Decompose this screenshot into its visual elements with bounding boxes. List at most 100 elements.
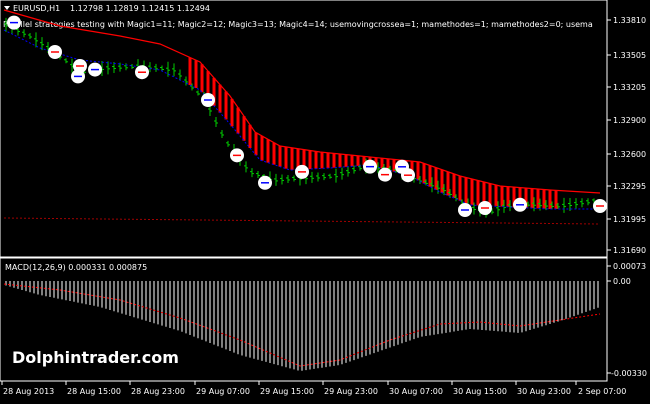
- ma-band-bar: [254, 132, 258, 156]
- price-label: 1.32295: [613, 182, 646, 191]
- ma-band-bar: [548, 190, 552, 209]
- time-axis: 28 Aug 2013 28 Aug 15:00 28 Aug 23:00 29…: [1, 381, 626, 396]
- ma-band-bar: [554, 190, 558, 209]
- macd-histogram: [5, 281, 599, 371]
- ma-band-bar: [428, 165, 432, 187]
- ma-band-bar: [200, 64, 204, 93]
- ma-band-bar: [206, 71, 210, 100]
- ma-fast-line: [3, 9, 601, 194]
- price-label: 1.33205: [613, 83, 646, 92]
- ma-band-bar: [326, 152, 330, 169]
- ma-band-bar: [500, 186, 504, 207]
- ma-band-bar: [284, 146, 288, 169]
- time-label: 28 Aug 2013: [3, 387, 54, 396]
- price-label: 1.32900: [613, 116, 646, 125]
- trade-markers: [7, 15, 607, 217]
- ma-band-bar: [512, 187, 516, 208]
- ma-band-bar: [392, 159, 396, 172]
- ma-band-bar: [362, 156, 366, 166]
- ma-band-bar: [344, 154, 348, 167]
- ma-band-bar: [452, 173, 456, 199]
- macd-label: MACD(12,26,9) 0.000331 0.000875: [5, 263, 147, 272]
- time-label: 28 Aug 15:00: [67, 387, 121, 396]
- macd-signal-path: [3, 283, 601, 367]
- time-label: 29 Aug 23:00: [324, 387, 378, 396]
- ma-slow-line: [3, 29, 600, 210]
- ma-band-bar: [380, 158, 384, 169]
- time-label: 30 Aug 07:00: [389, 387, 443, 396]
- ma-band-bar: [434, 167, 438, 190]
- ma-band-bar: [302, 149, 306, 170]
- ma-long-line: [3, 217, 601, 225]
- price-label: 1.32600: [613, 150, 646, 159]
- ma-band-bar: [314, 151, 318, 169]
- ma-band-bar: [476, 180, 480, 206]
- ma-band-bar: [494, 185, 498, 207]
- price-label: 1.33810: [613, 16, 646, 25]
- time-label: 29 Aug 15:00: [260, 387, 314, 396]
- ma-band-bar: [524, 188, 528, 208]
- ma-band-bar: [350, 155, 354, 167]
- ma-band-bar: [218, 84, 222, 113]
- time-label: 29 Aug 07:00: [196, 387, 250, 396]
- ma-band-bar: [194, 60, 198, 88]
- ma-band-bar: [278, 146, 282, 167]
- ma-band-bar: [506, 186, 510, 207]
- watermark-logo: Dolphintrader.com: [12, 348, 179, 367]
- ohlc-values: 1.12798 1.12819 1.12415 1.12494: [70, 4, 210, 13]
- ma-band-bar: [338, 154, 342, 168]
- macd-level-label: -0.00330: [611, 369, 647, 378]
- ma-band-bar: [296, 148, 300, 170]
- ma-band-bar: [356, 155, 360, 166]
- ma-band-bar: [422, 163, 426, 184]
- ma-band-bar: [260, 135, 264, 161]
- ma-band-bar: [458, 176, 462, 201]
- macd-signal-line: [3, 283, 601, 367]
- ma-band-bar: [266, 139, 270, 163]
- ma-band-bar: [488, 183, 492, 206]
- price-axis: 1.33810 1.33505 1.33205 1.32900 1.32600 …: [607, 16, 646, 255]
- symbol-label: EURUSD,H1: [13, 4, 60, 13]
- ma-band-bar: [332, 153, 336, 168]
- ma-band-bar: [242, 116, 246, 141]
- moving-average-lines: [3, 9, 601, 225]
- macd-panel-frame: [0, 257, 608, 382]
- ma-band-bar: [188, 57, 192, 85]
- macd-axis: 0.00073 0.00 -0.00330: [607, 262, 647, 378]
- ma-band-bar: [464, 177, 468, 204]
- ma-band-bar: [248, 124, 252, 148]
- ma-band-bar: [446, 171, 450, 196]
- time-label: 2 Sep 07:00: [578, 387, 626, 396]
- ma-band-bar: [320, 152, 324, 169]
- ma-band-bar: [416, 161, 420, 181]
- ma-band-bar: [530, 188, 534, 209]
- ma-band-bar: [518, 187, 522, 208]
- ma-band-bar: [542, 189, 546, 209]
- macd-level-label: 0.00: [613, 277, 631, 286]
- symbol-dropdown-icon[interactable]: [4, 6, 10, 10]
- price-label: 1.33505: [613, 51, 646, 60]
- ma-band-bar: [230, 98, 234, 127]
- main-panel-frame: [0, 0, 608, 258]
- time-label: 30 Aug 23:00: [517, 387, 571, 396]
- price-label: 1.31690: [613, 246, 646, 255]
- ma-band-bar: [308, 150, 312, 169]
- time-label: 30 Aug 15:00: [453, 387, 507, 396]
- ma-band-bar: [212, 77, 216, 106]
- price-label: 1.31995: [613, 215, 646, 224]
- ma-band-bar: [374, 157, 378, 167]
- ma-band-bar: [386, 158, 390, 170]
- ma-band-bar: [410, 161, 414, 178]
- ma-band-bar: [440, 169, 444, 193]
- macd-level-label: 0.00073: [613, 262, 646, 271]
- ma-band-bar: [224, 91, 228, 120]
- time-label: 28 Aug 23:00: [131, 387, 185, 396]
- ma-band-bar: [482, 182, 486, 206]
- ma-band-bar: [272, 142, 276, 165]
- ma-band-bar: [536, 189, 540, 209]
- ma-band-bar: [470, 179, 474, 206]
- ma-band-bar: [236, 107, 240, 134]
- indicator-info-text: Parallel strategies testing with Magic1=…: [3, 20, 593, 29]
